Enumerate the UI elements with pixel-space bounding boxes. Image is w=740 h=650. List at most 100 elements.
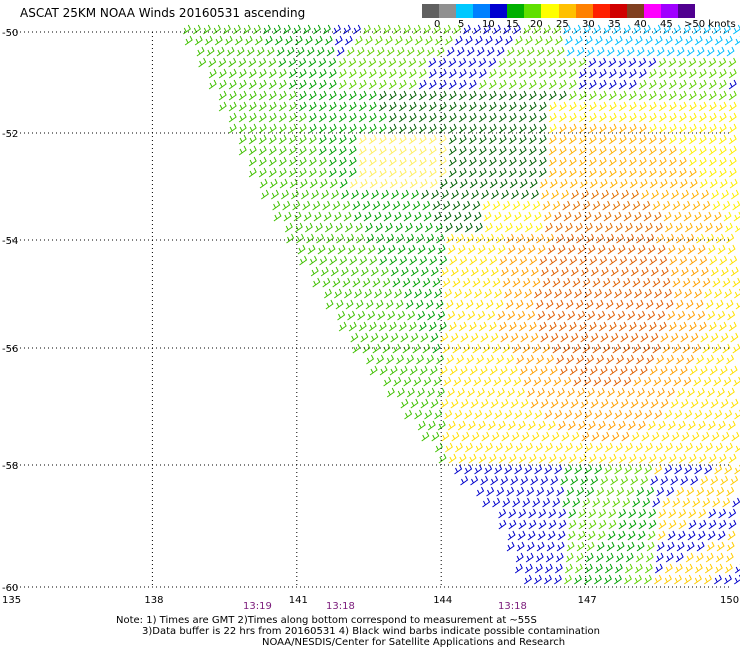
wind-barb [476,387,485,398]
wind-barb [707,420,716,431]
wind-barb [318,68,327,79]
wind-barb [698,134,707,145]
wind-barb [291,189,299,200]
wind-barb [538,167,547,178]
wind-barb [677,420,686,431]
wind-barb [464,222,473,233]
wind-barb [298,90,307,101]
wind-barb [728,112,737,123]
wind-barb [726,541,735,552]
wind-barb [646,46,655,57]
wind-barb [577,420,586,431]
wind-barb [416,354,425,365]
wind-barb [495,442,503,453]
wind-barb [308,57,317,68]
wind-barb [638,123,647,134]
wind-barb [616,486,625,497]
wind-barb [644,464,653,475]
wind-barb [585,442,593,453]
wind-barb [601,431,610,442]
wind-barb [678,134,687,145]
wind-barb [666,233,675,244]
wind-barb [670,266,679,277]
wind-barb [630,332,639,343]
wind-barb [499,178,508,189]
wind-barb [512,343,521,354]
wind-barb [308,79,317,90]
wind-barb [544,409,553,420]
wind-barb [698,68,707,79]
wind-barb [244,35,253,46]
wind-barb [582,200,591,211]
wind-barb [603,211,612,222]
wind-barb [248,134,257,145]
measurement-time-label: 13:18 [498,601,527,612]
wind-barb [348,101,357,112]
wind-barb [496,46,505,57]
wind-barb [534,563,543,574]
wind-barb [532,277,541,288]
wind-barb [238,123,247,134]
wind-barb [670,332,679,343]
wind-barb [717,420,726,431]
wind-barb [478,156,487,167]
wind-barb [496,354,505,365]
wind-barb [336,46,345,57]
wind-barb [638,79,647,90]
wind-barb [548,321,557,332]
wind-barb [417,244,426,255]
wind-barb [450,332,459,343]
wind-barb [360,332,369,343]
wind-barb [649,365,658,376]
wind-barb [328,57,337,68]
wind-barb [616,46,625,57]
wind-barb [645,552,654,563]
wind-barb [364,222,373,233]
wind-barb [618,167,627,178]
wind-barb [538,57,547,68]
wind-barb [408,57,417,68]
wind-barb [572,497,581,508]
wind-barb [678,79,687,90]
wind-barb [728,90,737,101]
wind-barb [325,299,334,310]
wind-barb [710,266,719,277]
wind-barb [472,343,481,354]
wind-barb [369,255,378,266]
wind-barb [519,365,528,376]
wind-barb [288,101,297,112]
wind-barb [734,36,740,46]
wind-barb [612,277,621,288]
wind-barb [661,189,669,200]
wind-barb [526,233,535,244]
wind-barb [658,508,667,519]
legend-swatch [626,4,644,18]
wind-barb [322,277,331,288]
wind-barb [488,134,497,145]
wind-barb [488,145,497,156]
wind-barb [608,101,617,112]
wind-barb [359,178,368,189]
wind-barb [722,200,731,211]
wind-barb [707,530,716,541]
wind-barb [476,354,485,365]
wind-barb [268,68,277,79]
wind-barb [526,541,535,552]
wind-barb [699,365,708,376]
wind-barb [321,189,329,200]
wind-barb [336,233,345,244]
wind-barb [578,134,587,145]
wind-barb [604,563,613,574]
wind-barb [493,24,501,35]
wind-barb [593,211,602,222]
wind-barb [408,167,417,178]
wind-barb [184,35,193,46]
wind-barb [604,288,612,299]
wind-barb [548,123,557,134]
wind-barb [734,574,740,585]
wind-barb [510,332,519,343]
wind-barb [378,101,387,112]
wind-barb [480,266,489,277]
wind-barb [702,277,711,288]
wind-barb [624,464,633,475]
